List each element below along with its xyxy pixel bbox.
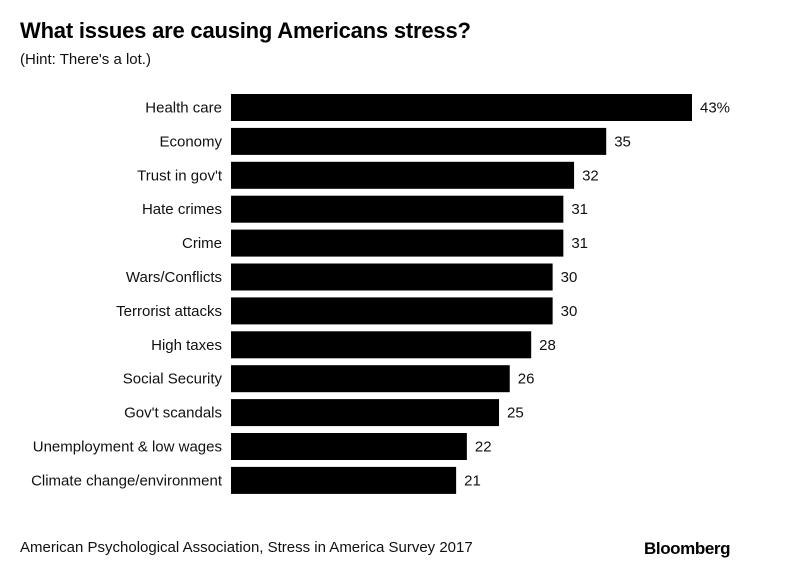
category-label: Trust in gov't <box>137 167 223 184</box>
value-label: 30 <box>561 269 578 286</box>
value-label: 30 <box>561 303 578 320</box>
value-label: 26 <box>518 371 535 388</box>
bar <box>231 297 553 325</box>
source-note: American Psychological Association, Stre… <box>20 539 473 556</box>
category-label: Social Security <box>123 371 223 388</box>
bar <box>231 195 564 223</box>
bar <box>231 161 575 189</box>
value-label: 32 <box>582 167 599 184</box>
category-label: Health care <box>145 100 222 117</box>
category-label: Hate crimes <box>142 201 222 218</box>
category-label: High taxes <box>151 337 222 354</box>
value-label: 22 <box>475 439 492 456</box>
bloomberg-logo: Bloomberg <box>644 539 731 558</box>
bar <box>231 229 564 257</box>
value-label: 31 <box>571 201 588 218</box>
category-label: Economy <box>159 133 222 150</box>
bar <box>231 127 607 155</box>
bar <box>231 433 467 460</box>
value-label: 43% <box>700 100 730 117</box>
chart-subtitle: (Hint: There's a lot.) <box>20 51 151 68</box>
value-label: 31 <box>571 235 588 252</box>
category-label: Climate change/environment <box>31 472 223 489</box>
category-label: Gov't scandals <box>124 405 222 422</box>
category-label: Crime <box>182 235 222 252</box>
value-label: 35 <box>614 133 631 150</box>
value-label: 25 <box>507 405 524 422</box>
category-label: Wars/Conflicts <box>126 269 222 286</box>
bar <box>231 365 510 393</box>
bar <box>231 331 532 359</box>
bar <box>231 399 500 427</box>
chart-title: What issues are causing Americans stress… <box>20 18 471 43</box>
category-label: Unemployment & low wages <box>33 439 222 456</box>
bar <box>231 263 553 291</box>
value-label: 28 <box>539 337 556 354</box>
category-label: Terrorist attacks <box>116 303 222 320</box>
value-label: 21 <box>464 472 481 489</box>
bar <box>231 94 692 121</box>
bar <box>231 466 457 494</box>
